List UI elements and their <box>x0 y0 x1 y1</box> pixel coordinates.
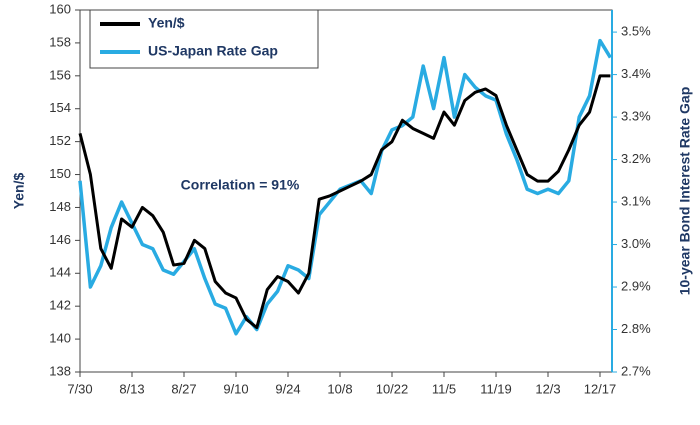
y-axis-title: Yen/$ <box>11 173 27 210</box>
y2-tick-label: 3.5% <box>621 24 651 39</box>
x-tick-label: 11/19 <box>480 381 512 396</box>
y2-tick-label: 3.4% <box>621 66 651 81</box>
legend-label: Yen/$ <box>148 15 185 31</box>
x-tick-label: 10/8 <box>327 381 352 396</box>
y2-tick-label: 3.3% <box>621 109 651 124</box>
series-line <box>78 74 611 330</box>
x-tick-label: 11/5 <box>432 381 456 396</box>
y-tick-label: 152 <box>49 133 71 148</box>
x-tick-label: 9/10 <box>223 381 248 396</box>
y2-tick-label: 3.1% <box>621 193 651 208</box>
x-tick-label: 12/3 <box>535 381 560 396</box>
y-tick-label: 146 <box>49 232 71 247</box>
legend-label: US-Japan Rate Gap <box>148 43 278 59</box>
x-tick-label: 8/13 <box>119 381 144 396</box>
annotation: Correlation = 91% <box>181 177 300 193</box>
y-tick-label: 142 <box>49 298 71 313</box>
y-tick-label: 138 <box>49 363 71 378</box>
y2-tick-label: 2.8% <box>621 321 651 336</box>
x-tick-label: 9/24 <box>275 381 300 396</box>
x-tick-label: 12/17 <box>584 381 617 396</box>
y-tick-label: 158 <box>49 34 71 49</box>
y2-tick-label: 2.9% <box>621 278 651 293</box>
x-tick-label: 10/22 <box>376 381 409 396</box>
y2-tick-label: 3.2% <box>621 151 651 166</box>
y-tick-label: 160 <box>49 1 71 16</box>
x-tick-label: 8/27 <box>171 381 196 396</box>
y-tick-label: 144 <box>49 265 71 280</box>
y-tick-label: 156 <box>49 67 71 82</box>
x-tick-label: 7/30 <box>67 381 92 396</box>
y2-axis-title: 10-year Bond Interest Rate Gap <box>677 87 693 296</box>
y2-tick-label: 2.7% <box>621 363 651 378</box>
y2-tick-label: 3.0% <box>621 236 651 251</box>
y-tick-label: 148 <box>49 199 71 214</box>
y-tick-label: 150 <box>49 166 71 181</box>
y-tick-label: 154 <box>49 100 71 115</box>
y-tick-label: 140 <box>49 331 71 346</box>
legend-box <box>89 9 319 69</box>
